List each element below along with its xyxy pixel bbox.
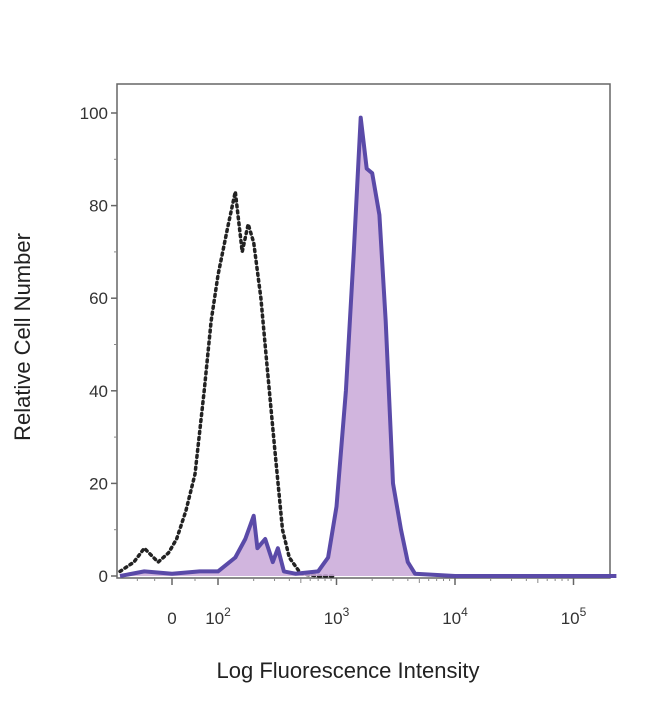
x-axis-title: Log Fluorescence Intensity (217, 658, 480, 683)
x-tick-label: 103 (324, 605, 350, 628)
y-tick-label: 20 (89, 474, 108, 493)
x-tick-label: 0 (167, 609, 176, 628)
y-tick-label: 40 (89, 382, 108, 401)
series-layer (118, 115, 617, 578)
histogram-fill-1 (120, 117, 617, 576)
x-tick-label: 104 (442, 605, 468, 628)
y-axis: 0 20 40 60 80 100 (80, 104, 117, 586)
y-axis-title: Relative Cell Number (10, 233, 35, 441)
y-tick-label: 60 (89, 289, 108, 308)
dotted-histogram-line-0 (118, 191, 339, 578)
x-axis: 0 102 103 104 105 (136, 578, 587, 628)
plot-frame (116, 83, 611, 579)
histogram-line-1 (119, 115, 617, 578)
y-tick-label: 80 (89, 197, 108, 216)
x-tick-label: 102 (205, 605, 231, 628)
y-tick-label: 0 (99, 567, 108, 586)
y-tick-label: 100 (80, 104, 108, 123)
x-tick-label: 105 (561, 605, 587, 628)
